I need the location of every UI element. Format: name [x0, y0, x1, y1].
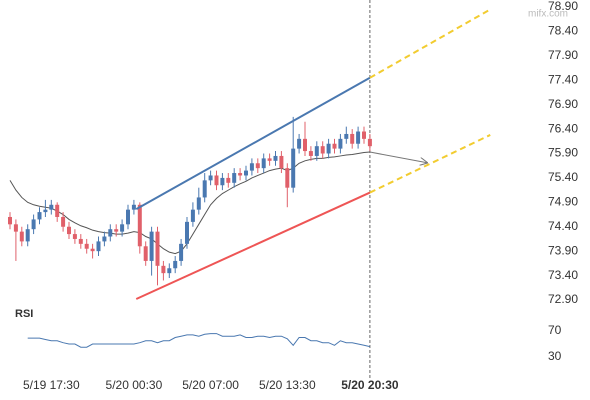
- candle-body: [108, 229, 113, 237]
- candle-body: [43, 209, 48, 213]
- candle-body: [249, 163, 254, 171]
- candle-body: [19, 231, 24, 242]
- moving-average: [9, 151, 370, 255]
- candle-body: [185, 221, 189, 244]
- candle-body: [8, 216, 12, 225]
- candle-body: [179, 243, 184, 261]
- candle-body: [173, 260, 178, 269]
- y-tick-label: 78.40: [548, 24, 578, 38]
- candle-body: [61, 216, 66, 227]
- trend-line: [135, 76, 371, 211]
- y-tick-label: 73.40: [548, 268, 578, 282]
- candle-body: [367, 138, 372, 147]
- y-tick-label: 78.90: [548, 0, 578, 13]
- candle-body: [90, 248, 95, 252]
- candle-body: [261, 158, 266, 169]
- y-tick-label: 74.40: [548, 219, 578, 233]
- candle-body: [31, 219, 36, 230]
- candle-body: [244, 170, 248, 176]
- x-tick-label: 5/20 20:30: [341, 378, 399, 392]
- candle-body: [291, 148, 296, 188]
- x-tick-label: 5/19 17:30: [23, 378, 80, 392]
- candle-body: [350, 133, 355, 144]
- candle-body: [279, 155, 284, 169]
- rsi-title: RSI: [15, 308, 33, 320]
- trend-line: [135, 191, 371, 300]
- candle-body: [273, 155, 278, 161]
- candle-body: [238, 173, 243, 176]
- candle-body: [332, 143, 337, 149]
- x-tick-label: 5/20 07:00: [182, 378, 239, 392]
- x-tick-label: 5/20 00:30: [106, 378, 163, 392]
- candle-body: [308, 151, 313, 156]
- candle-body: [214, 175, 219, 186]
- y-tick-label: 73.90: [548, 243, 578, 257]
- candle-body: [161, 265, 166, 274]
- trend-line: [369, 8, 491, 79]
- trend-line: [369, 151, 427, 163]
- watermark: mifx.com: [528, 9, 568, 20]
- y-tick-label: 75.40: [548, 170, 578, 184]
- rsi-line: [27, 333, 371, 348]
- candle-body: [362, 131, 366, 139]
- candle-body: [96, 241, 101, 252]
- candle-body: [37, 212, 42, 220]
- candle-body: [143, 246, 148, 261]
- candle-body: [303, 138, 307, 152]
- candle-body: [137, 204, 142, 247]
- candle-body: [84, 243, 89, 249]
- candle-body: [326, 143, 331, 154]
- candle-body: [13, 224, 18, 232]
- candle-body: [356, 131, 361, 144]
- candle-body: [267, 158, 272, 161]
- x-tick-label: 5/20 13:30: [259, 378, 316, 392]
- candle-body: [208, 175, 213, 181]
- candle-body: [344, 133, 349, 139]
- candle-body: [190, 209, 195, 222]
- candle-body: [72, 234, 77, 239]
- candle-body: [255, 163, 260, 169]
- candle-body: [297, 138, 302, 149]
- candle-body: [338, 138, 343, 149]
- candle-body: [25, 229, 30, 242]
- y-tick-label: 72.90: [548, 292, 578, 306]
- candle-body: [220, 177, 225, 186]
- candle-body: [196, 197, 201, 210]
- y-tick-label: 74.90: [548, 195, 578, 209]
- candle-body: [49, 204, 54, 210]
- candle-body: [67, 226, 71, 235]
- candle-body: [149, 231, 154, 261]
- candle-body: [78, 238, 83, 244]
- y-tick-label: 76.90: [548, 97, 578, 111]
- y2-tick-label: 30: [548, 349, 562, 363]
- candle-body: [314, 146, 319, 156]
- candle-body: [202, 180, 207, 198]
- candle-body: [232, 173, 237, 183]
- trend-line: [369, 134, 491, 194]
- candle-body: [226, 177, 231, 183]
- candle-body: [131, 204, 136, 210]
- y-tick-label: 75.90: [548, 146, 578, 160]
- candle-body: [55, 204, 60, 217]
- y-tick-label: 76.40: [548, 121, 578, 135]
- y-tick-label: 77.40: [548, 72, 578, 86]
- candle-body: [167, 268, 172, 274]
- y-tick-label: 77.90: [548, 48, 578, 62]
- candle-body: [114, 229, 119, 232]
- candle-body: [320, 146, 325, 154]
- candle-body: [126, 209, 130, 225]
- candle-body: [155, 231, 160, 266]
- candle-body: [102, 236, 107, 242]
- candle-body: [120, 224, 125, 232]
- y2-tick-label: 70: [548, 323, 562, 337]
- candle-body: [285, 168, 290, 188]
